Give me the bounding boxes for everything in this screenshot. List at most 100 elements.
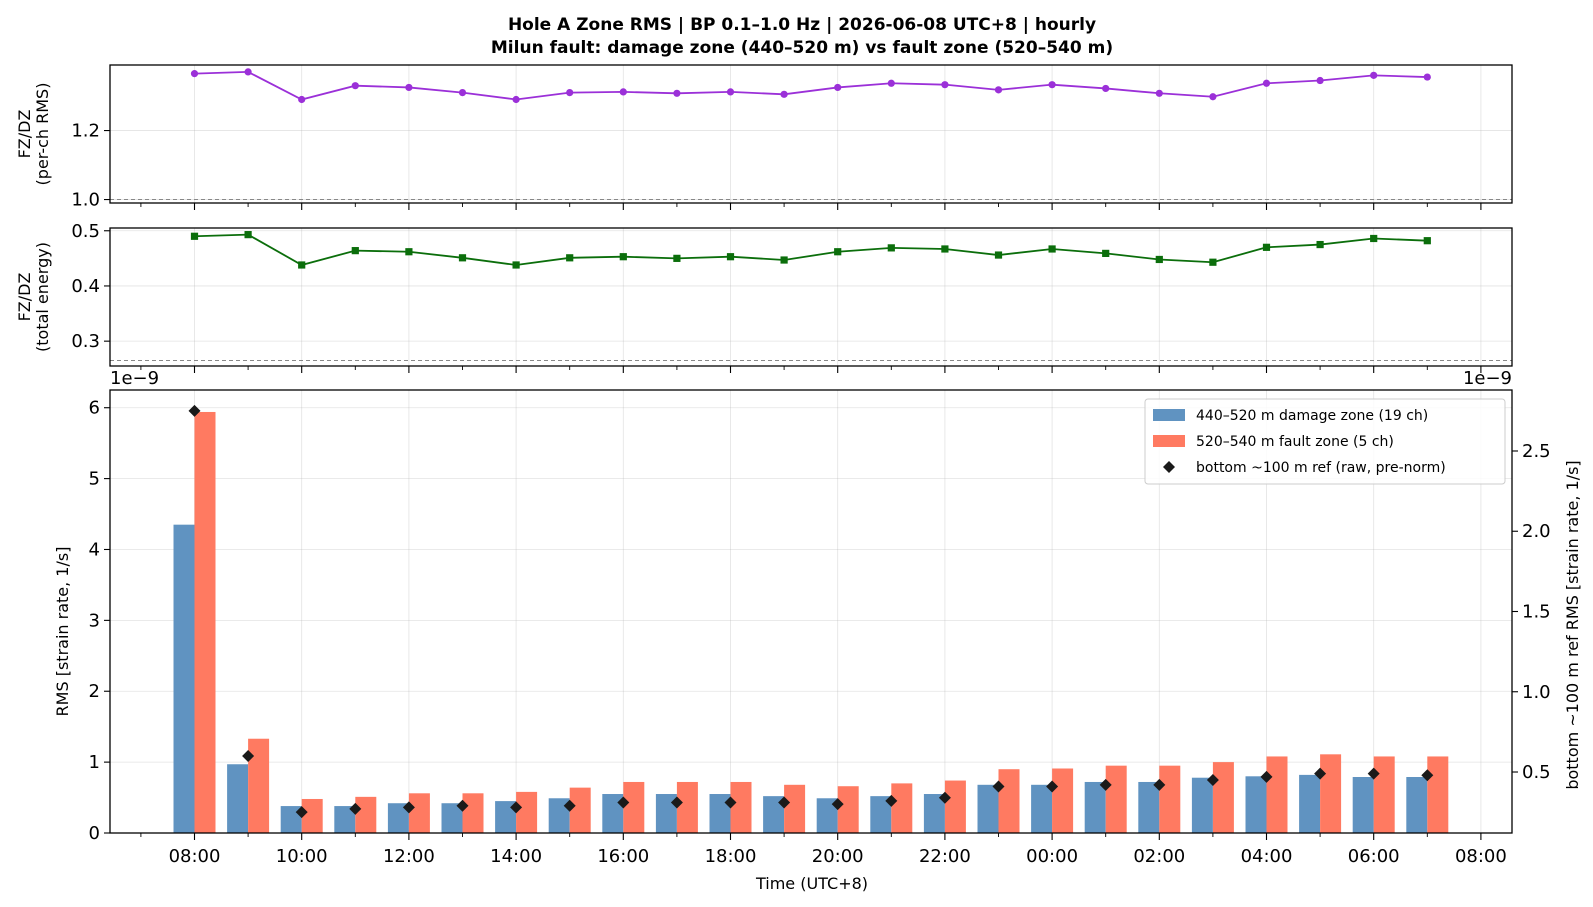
- reference-marker: [510, 801, 523, 814]
- data-point: [351, 82, 359, 90]
- data-point: [1102, 249, 1110, 257]
- data-point: [1262, 79, 1271, 87]
- x-axis-label: Time (UTC+8): [755, 874, 868, 893]
- bar-fault-zone: [408, 793, 430, 833]
- reference-marker: [1099, 778, 1112, 791]
- bar-fault-zone: [1052, 768, 1074, 833]
- y-tick-label: 0.4: [71, 276, 100, 297]
- bar-damage-zone: [1138, 781, 1160, 833]
- y-tick-label: 2: [89, 681, 100, 702]
- data-point: [1370, 71, 1378, 79]
- bar-damage-zone: [173, 524, 195, 833]
- y-axis-label: FZ/DZ: [15, 110, 34, 159]
- legend-swatch-damage: [1153, 409, 1185, 421]
- bar-fault-zone: [891, 783, 913, 833]
- reference-marker: [1153, 778, 1166, 791]
- data-point: [780, 90, 788, 98]
- data-point: [994, 86, 1003, 94]
- data-point: [458, 254, 467, 262]
- data-point: [244, 231, 252, 239]
- x-tick-label: 22:00: [919, 846, 971, 867]
- reference-marker: [885, 794, 898, 807]
- legend-entry: 520–540 m fault zone (5 ch): [1196, 434, 1394, 450]
- x-tick-label: 20:00: [812, 846, 864, 867]
- bar-fault-zone: [1373, 756, 1395, 833]
- data-point: [298, 95, 306, 104]
- bar-fault-zone: [301, 798, 323, 833]
- data-point: [887, 244, 895, 252]
- data-point: [619, 88, 627, 96]
- y-tick-label: 0: [89, 823, 100, 844]
- legend-swatch-fault: [1153, 435, 1185, 447]
- bar-fault-zone: [1105, 765, 1127, 833]
- bar-damage-zone: [1031, 784, 1053, 833]
- bar-damage-zone: [548, 798, 570, 833]
- reference-marker: [1367, 767, 1380, 780]
- y-tick-label: 1.0: [71, 190, 100, 211]
- reference-marker: [992, 780, 1005, 793]
- bar-fault-zone: [194, 411, 216, 833]
- data-point: [1316, 76, 1324, 85]
- y-tick-label: 1: [89, 752, 100, 773]
- y-right-tick-label: 0.5: [1522, 762, 1551, 783]
- reference-marker: [402, 801, 415, 814]
- x-tick-label: 14:00: [490, 846, 542, 867]
- y-tick-label: 3: [89, 610, 100, 631]
- x-tick-label: 12:00: [383, 846, 435, 867]
- y-tick-label: 6: [89, 398, 100, 419]
- data-point: [834, 248, 842, 256]
- data-point: [834, 83, 842, 92]
- figure-title: Hole A Zone RMS | BP 0.1–1.0 Hz | 2026-0…: [508, 15, 1096, 35]
- bar-fault-zone: [1320, 754, 1342, 833]
- y-right-tick-label: 2.0: [1522, 521, 1551, 542]
- y-right-tick-label: 2.5: [1522, 441, 1551, 462]
- ratio-rms-panel: 1.0 1.2 FZ/DZ (per-ch RMS): [15, 64, 1513, 211]
- data-point: [726, 88, 735, 96]
- ratio-energy-panel: 0.3 0.4 0.5 FZ/DZ (total energy): [15, 221, 1513, 373]
- bar-damage-zone: [870, 796, 892, 833]
- legend-entry: 440–520 m damage zone (19 ch): [1196, 408, 1428, 424]
- bar-fault-zone: [1427, 756, 1449, 833]
- bar-fault-zone: [1266, 756, 1288, 833]
- plot-frame: [109, 227, 1513, 367]
- reference-marker: [188, 404, 201, 417]
- bar-fault-zone: [516, 791, 538, 833]
- bar-damage-zone: [709, 794, 731, 833]
- bar-damage-zone: [1191, 777, 1213, 833]
- x-tick-label: 04:00: [1241, 846, 1293, 867]
- x-tick-label: 00:00: [1026, 846, 1078, 867]
- data-point: [887, 79, 895, 87]
- data-point: [994, 251, 1003, 259]
- data-point: [405, 83, 413, 92]
- y-right-tick-label: 1.0: [1522, 682, 1551, 703]
- data-point: [298, 261, 306, 269]
- data-point: [673, 89, 681, 97]
- data-point: [1155, 89, 1163, 97]
- data-point: [1048, 81, 1056, 89]
- data-point: [1209, 258, 1217, 266]
- data-point: [351, 247, 359, 255]
- data-point: [619, 253, 627, 261]
- data-point: [1316, 240, 1324, 249]
- plot-frame: [109, 389, 1513, 834]
- x-tick-label: 06:00: [1348, 846, 1400, 867]
- data-point: [1423, 237, 1431, 245]
- data-point: [1423, 73, 1431, 81]
- data-point: [726, 253, 735, 261]
- bar-damage-zone: [1245, 776, 1267, 833]
- reference-marker: [349, 802, 362, 815]
- reference-marker: [1206, 774, 1219, 787]
- y-right-tick-label: 1.5: [1522, 602, 1551, 623]
- bar-damage-zone: [1299, 774, 1321, 833]
- data-point: [244, 68, 252, 76]
- reference-marker: [1046, 780, 1059, 793]
- bar-fault-zone: [730, 781, 752, 833]
- reference-marker: [1421, 769, 1434, 782]
- bar-damage-zone: [977, 784, 999, 833]
- bar-fault-zone: [676, 781, 698, 833]
- y-tick-label: 0.3: [71, 331, 100, 352]
- bar-damage-zone: [495, 801, 517, 833]
- data-point: [512, 261, 520, 269]
- bar-damage-zone: [602, 794, 624, 833]
